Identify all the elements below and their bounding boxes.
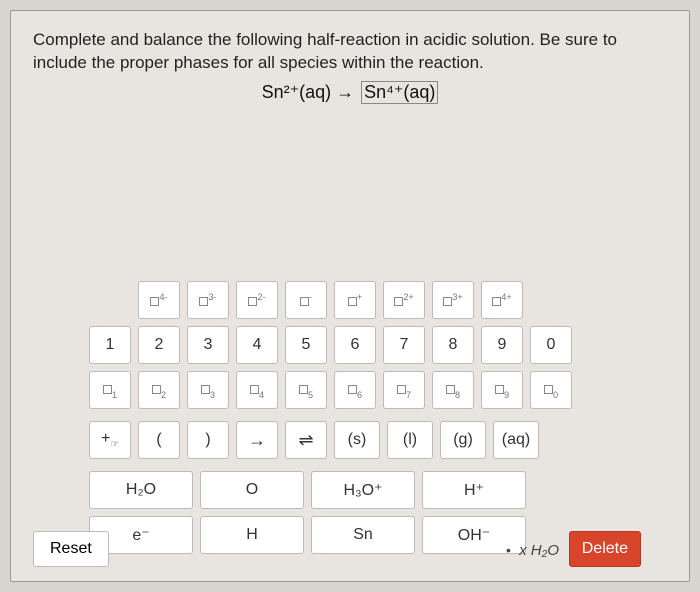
row-species-1: H₂O O H₃O⁺ H⁺ [89, 471, 634, 509]
row-superscripts: 4- 3- 2- - + 2+ 3+ 4+ [138, 281, 634, 319]
key-phase-s[interactable]: (s) [334, 421, 380, 459]
key-sup-2plus[interactable]: 2+ [383, 281, 425, 319]
key-sub-5[interactable]: 5 [285, 371, 327, 409]
key-sub-7[interactable]: 7 [383, 371, 425, 409]
key-hplus[interactable]: H⁺ [422, 471, 526, 509]
status-indicator: • x H₂O [506, 542, 559, 559]
key-3[interactable]: 3 [187, 326, 229, 364]
key-sup-3plus[interactable]: 3+ [432, 281, 474, 319]
status-text: x H₂O [519, 542, 559, 559]
equation-display: Sn²⁺(aq) → Sn⁴⁺(aq) [33, 81, 667, 104]
key-9[interactable]: 9 [481, 326, 523, 364]
key-sup-minus[interactable]: - [285, 281, 327, 319]
key-h[interactable]: H [200, 516, 304, 554]
key-sup-3minus[interactable]: 3- [187, 281, 229, 319]
key-sub-0[interactable]: 0 [530, 371, 572, 409]
key-sub-4[interactable]: 4 [236, 371, 278, 409]
key-h2o[interactable]: H₂O [89, 471, 193, 509]
key-sub-6[interactable]: 6 [334, 371, 376, 409]
key-1[interactable]: 1 [89, 326, 131, 364]
key-sub-2[interactable]: 2 [138, 371, 180, 409]
keypad: 4- 3- 2- - + 2+ 3+ 4+ 1 2 3 4 5 6 7 8 9 … [89, 281, 634, 561]
key-rparen[interactable]: ) [187, 421, 229, 459]
key-sup-4plus[interactable]: 4+ [481, 281, 523, 319]
eq-rhs[interactable]: Sn⁴⁺(aq) [361, 81, 438, 104]
key-phase-g[interactable]: (g) [440, 421, 486, 459]
row-digits: 1 2 3 4 5 6 7 8 9 0 [89, 326, 634, 364]
key-2[interactable]: 2 [138, 326, 180, 364]
key-sup-2minus[interactable]: 2- [236, 281, 278, 319]
key-5[interactable]: 5 [285, 326, 327, 364]
key-6[interactable]: 6 [334, 326, 376, 364]
key-8[interactable]: 8 [432, 326, 474, 364]
key-add-species[interactable]: +☞ [89, 421, 131, 459]
key-sub-1[interactable]: 1 [89, 371, 131, 409]
reset-button[interactable]: Reset [33, 531, 109, 567]
row-subscripts: 1 2 3 4 5 6 7 8 9 0 [89, 371, 634, 409]
key-sub-3[interactable]: 3 [187, 371, 229, 409]
key-sub-9[interactable]: 9 [481, 371, 523, 409]
key-7[interactable]: 7 [383, 326, 425, 364]
key-phase-aq[interactable]: (aq) [493, 421, 539, 459]
key-sub-8[interactable]: 8 [432, 371, 474, 409]
key-sup-plus[interactable]: + [334, 281, 376, 319]
key-phase-l[interactable]: (l) [387, 421, 433, 459]
eq-lhs: Sn²⁺(aq) [262, 82, 332, 102]
row-ops: +☞ ( ) → ⇌ (s) (l) (g) (aq) [89, 421, 634, 459]
status-dot-icon: • [506, 542, 511, 558]
key-arrow-right[interactable]: → [236, 421, 278, 459]
key-sup-4minus[interactable]: 4- [138, 281, 180, 319]
key-4[interactable]: 4 [236, 326, 278, 364]
eq-arrow: → [336, 82, 354, 102]
key-0[interactable]: 0 [530, 326, 572, 364]
key-equilibrium[interactable]: ⇌ [285, 421, 327, 459]
key-lparen[interactable]: ( [138, 421, 180, 459]
key-sn[interactable]: Sn [311, 516, 415, 554]
prompt-text: Complete and balance the following half-… [33, 29, 667, 75]
question-panel: Complete and balance the following half-… [10, 10, 690, 582]
delete-button[interactable]: Delete [569, 531, 641, 567]
key-o[interactable]: O [200, 471, 304, 509]
key-h3o[interactable]: H₃O⁺ [311, 471, 415, 509]
